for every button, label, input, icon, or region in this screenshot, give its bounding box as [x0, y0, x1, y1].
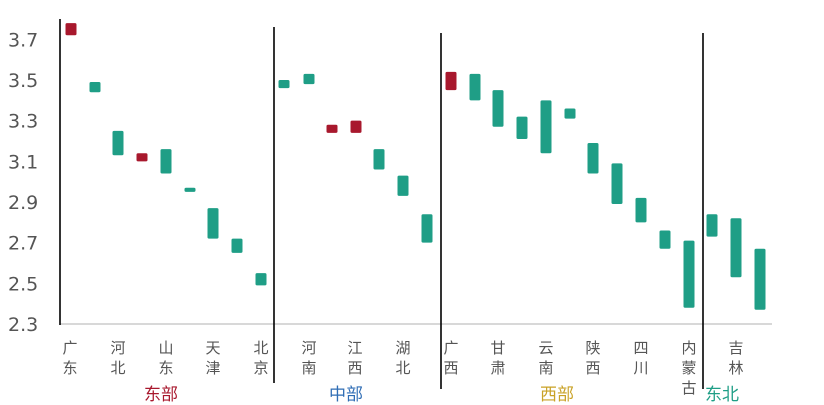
- range-bar: [303, 73, 315, 85]
- range-bar: [469, 73, 481, 101]
- x-tick-label-char: 广: [62, 339, 77, 357]
- x-tick-label-char: 南: [538, 359, 553, 377]
- x-tick-label-char: 东: [158, 359, 173, 377]
- x-tick-label-char: 河: [301, 339, 316, 357]
- x-tick-label-char: 北: [110, 359, 125, 377]
- range-bar: [255, 273, 267, 286]
- range-bar: [611, 163, 623, 205]
- range-bar: [421, 214, 433, 243]
- range-bar: [706, 214, 718, 237]
- range-bar: [492, 90, 504, 127]
- range-bar: [89, 82, 101, 93]
- x-tick-label-char: 陕: [585, 339, 600, 357]
- x-tick-label-char: 广: [443, 339, 458, 357]
- y-tick-label: 3.7: [8, 29, 38, 51]
- region-label: 西部: [540, 385, 574, 405]
- x-tick-label-char: 西: [585, 359, 600, 377]
- range-bar: [587, 143, 599, 174]
- x-tick-label-char: 湖: [395, 339, 410, 357]
- range-bar: [350, 120, 362, 133]
- y-tick-label: 3.1: [8, 151, 38, 173]
- range-bar: [659, 230, 671, 249]
- range-bar: [754, 248, 766, 310]
- x-tick-label-char: 南: [301, 359, 316, 377]
- range-bar: [564, 108, 576, 119]
- x-tick-label-char: 肃: [490, 359, 505, 377]
- x-tick-label-char: 东: [62, 359, 77, 377]
- range-bar: [184, 187, 196, 192]
- range-bar: [326, 124, 338, 133]
- x-tick-label-char: 北: [253, 339, 268, 357]
- x-tick-label-char: 津: [205, 359, 220, 377]
- range-bar: [397, 175, 409, 196]
- range-bar: [160, 149, 172, 174]
- x-tick-label-char: 林: [728, 359, 743, 377]
- x-tick-label-char: 西: [347, 359, 362, 377]
- range-bar: [112, 130, 124, 156]
- range-bar: [373, 149, 385, 170]
- y-tick-label: 3.5: [8, 70, 38, 92]
- x-tick-label-char: 吉: [728, 339, 743, 357]
- range-bar: [730, 218, 742, 278]
- x-tick-label-char: 川: [633, 359, 648, 377]
- y-tick-label: 2.5: [8, 273, 38, 295]
- x-tick-label-char: 天: [205, 339, 220, 357]
- x-tick-label-char: 云: [538, 339, 553, 357]
- x-tick-label-char: 甘: [490, 339, 505, 357]
- x-tick-label-char: 蒙: [681, 359, 696, 377]
- x-tick-label-char: 江: [347, 339, 362, 357]
- x-tick-label-char: 古: [681, 379, 696, 397]
- range-bar: [635, 197, 647, 223]
- range-bar: [516, 116, 528, 139]
- range-bar: [231, 238, 243, 253]
- region-label: 中部: [329, 385, 363, 405]
- x-tick-label-char: 四: [633, 339, 648, 357]
- x-tick-label-char: 内: [681, 339, 696, 357]
- y-tick-label: 3.3: [8, 111, 38, 133]
- y-tick-label: 2.3: [8, 314, 38, 336]
- x-tick-label-char: 西: [443, 359, 458, 377]
- region-label: 东北: [705, 385, 739, 405]
- x-tick-label-char: 京: [253, 359, 268, 377]
- range-bar: [65, 23, 77, 36]
- range-bar: [683, 240, 695, 308]
- range-bar: [540, 100, 552, 154]
- x-tick-label-char: 山: [158, 339, 173, 357]
- range-bar: [445, 71, 457, 91]
- x-tick-label-char: 河: [110, 339, 125, 357]
- region-label: 东部: [144, 385, 178, 405]
- range-bar: [207, 208, 219, 239]
- y-tick-label: 2.7: [8, 233, 38, 255]
- range-bar: [278, 80, 290, 89]
- y-tick-label: 2.9: [8, 192, 38, 214]
- range-bar: [136, 153, 148, 162]
- x-tick-label-char: 北: [395, 359, 410, 377]
